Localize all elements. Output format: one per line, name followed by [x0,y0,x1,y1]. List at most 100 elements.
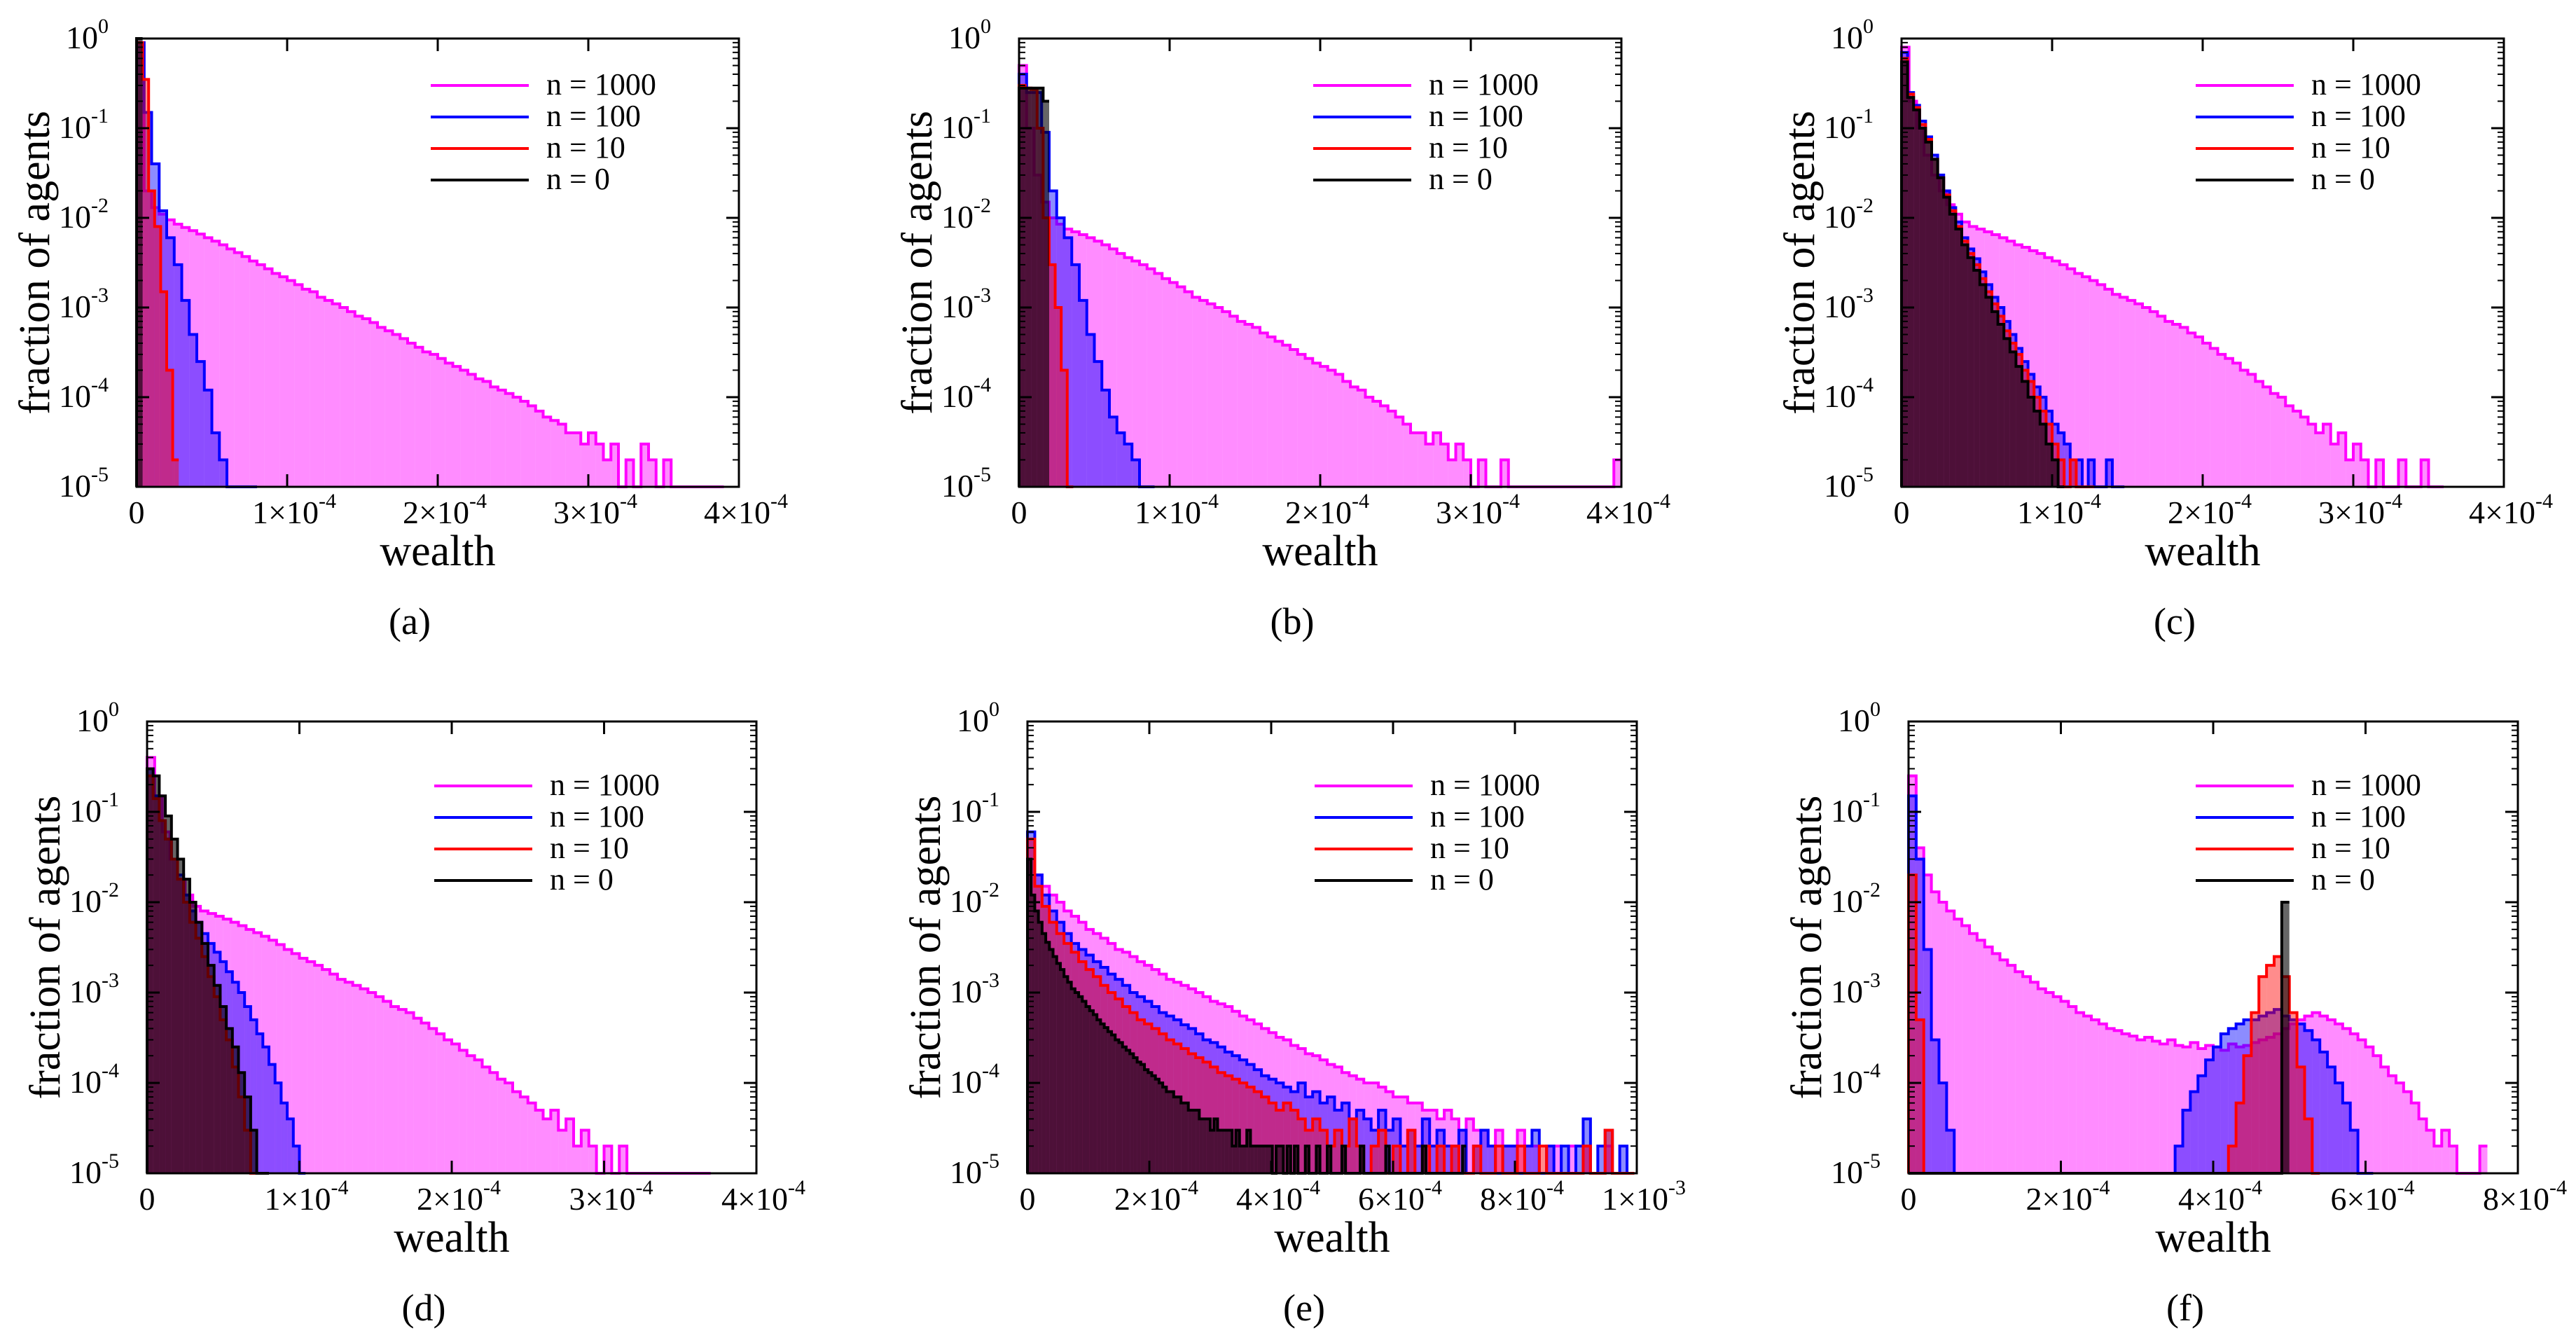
histogram-bar [307,961,315,1173]
histogram-bar [202,943,208,1173]
histogram-bar [1371,1083,1379,1173]
histogram-bar [2274,1033,2282,1173]
x-tick-mantissa: 2×10 [1285,495,1352,530]
histogram-bar [242,256,250,487]
y-tick-exponent: -1 [982,788,999,811]
x-tick-label: 8×10-4 [1480,1176,1564,1217]
histogram-bar [1053,956,1057,1173]
y-tick-mantissa: 10 [59,109,91,145]
histogram-bar [2190,1091,2198,1173]
histogram-bar [2180,327,2188,487]
histogram-bar [197,361,205,487]
histogram-bar [1104,1027,1108,1173]
histogram-bar [1089,1010,1093,1173]
y-tick-mantissa: 10 [950,1064,982,1100]
histogram-bar [2210,348,2218,487]
histogram-bar [1228,1130,1233,1173]
histogram-bar [2064,443,2070,487]
histogram-bar [1133,1058,1137,1173]
x-tick-label: 3×10-4 [569,1176,653,1217]
histogram-bar [1605,1146,1613,1173]
histogram-bar [2187,333,2196,487]
histogram-bar [505,1083,513,1173]
histogram-bar [1188,1028,1196,1173]
histogram-bar [1568,1146,1576,1173]
y-tick-label: 10-4 [941,373,991,414]
histogram-bar [1341,1103,1350,1173]
y-tick-label: 10-4 [69,1059,119,1100]
y-tick-mantissa: 10 [941,109,974,145]
histogram-bar [543,1119,551,1173]
histogram-bar [1019,88,1025,487]
histogram-bar [1473,1130,1481,1173]
histogram-bar [445,363,453,487]
x-tick-mantissa: 2×10 [1114,1181,1181,1217]
histogram-bar [2112,294,2120,487]
x-tick-label: 3×10-4 [2318,490,2402,530]
histogram-bar [2004,338,2010,487]
histogram-bar [1235,1130,1240,1173]
histogram-bar [497,1079,506,1173]
histogram-bar [2304,1016,2313,1173]
histogram-bar [2149,311,2158,487]
y-tick-label: 10-1 [1831,788,1881,829]
histogram-bar [1079,300,1087,487]
histogram-bar [1132,261,1140,487]
histogram-bar [1254,1146,1258,1173]
y-tick-exponent: 0 [1870,698,1881,721]
x-tick-mantissa: 2×10 [2026,1181,2093,1217]
histogram-bar [2357,1039,2366,1173]
histogram-bar [1147,268,1155,487]
x-tick-exponent: -4 [319,490,336,513]
y-tick-exponent: 0 [109,698,119,721]
histogram-bar [2434,1146,2442,1173]
histogram-bar [444,1039,452,1173]
histogram-bar [1046,942,1050,1173]
legend-label: n = 0 [550,862,614,897]
histogram-bar [1327,1096,1335,1173]
histogram-bar [1163,1086,1167,1173]
histogram-bar [1343,381,1350,487]
histogram-bar [1261,1075,1269,1173]
histogram-bar [2335,1023,2343,1173]
y-tick-label: 100 [1838,698,1881,738]
x-tick-label: 1×10-4 [252,490,336,530]
histogram-bar [1056,963,1060,1173]
histogram-bar [276,944,284,1173]
series-0 [1900,60,2065,488]
histogram-bar [2114,1030,2122,1173]
histogram-bar [160,291,167,487]
histogram-bar [1043,101,1049,488]
histogram-bar [1946,1130,1955,1173]
histogram-bar [1932,159,1938,487]
histogram-bar [1261,1146,1266,1173]
histogram-bar [1979,284,1986,487]
x-tick-label: 1×10-4 [2017,490,2101,530]
x-tick-label: 8×10-4 [2483,1176,2567,1217]
histogram-bar [1079,234,1087,487]
histogram-bar [1173,1096,1178,1173]
histogram-outline [135,41,257,488]
histogram-bar [1931,1039,1939,1173]
histogram-bar [1049,949,1053,1173]
histogram-bar [1313,1091,1320,1173]
histogram-bar [2293,410,2301,487]
y-tick-label: 10-1 [59,104,109,145]
y-tick-mantissa: 10 [66,20,98,55]
x-tick-exponent: -4 [635,1176,653,1199]
histogram-bar [460,370,468,487]
histogram-outline [1026,830,1635,1175]
histogram-bar [2270,393,2278,487]
y-tick-exponent: -5 [982,1149,999,1173]
histogram-bar [1462,1146,1467,1173]
histogram-bar [1173,982,1182,1173]
histogram-bar [1320,366,1328,487]
legend-label: n = 1000 [1430,768,1540,802]
histogram-bar [1385,1091,1393,1173]
histogram-bar [1539,1146,1547,1173]
histogram-bar [2338,432,2346,487]
histogram-bar [2142,308,2150,487]
y-tick-mantissa: 10 [1831,1154,1863,1190]
